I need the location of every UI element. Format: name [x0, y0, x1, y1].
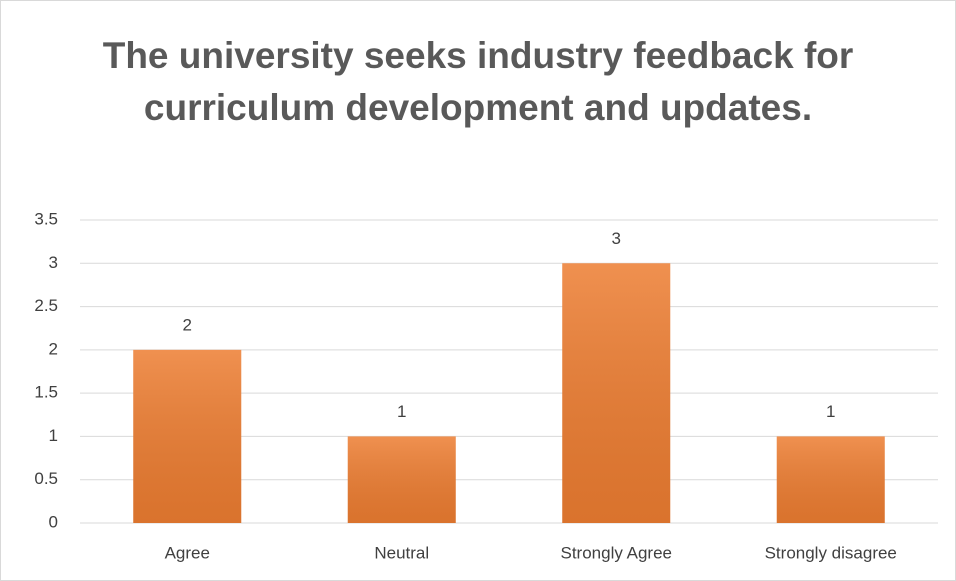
- y-tick-label: 0.5: [34, 469, 58, 488]
- bar-shade: [776, 436, 885, 523]
- bar-shade: [133, 349, 242, 523]
- data-label: 2: [183, 315, 192, 334]
- data-label: 1: [397, 402, 406, 421]
- x-tick-label: Neutral: [374, 543, 429, 562]
- y-tick-label: 3.5: [34, 209, 58, 228]
- data-label: 3: [612, 229, 621, 248]
- y-tick-label: 2: [49, 339, 58, 358]
- chart-title: The university seeks industry feedback f…: [102, 35, 854, 128]
- y-tick-label: 1: [49, 426, 58, 445]
- data-label: 1: [826, 402, 835, 421]
- y-tick-label: 3: [49, 253, 58, 272]
- y-tick-label: 2.5: [34, 296, 58, 315]
- bar-shade: [562, 263, 671, 523]
- x-tick-label: Agree: [165, 543, 210, 562]
- y-tick-label: 0: [49, 512, 58, 531]
- x-tick-label: Strongly Agree: [560, 543, 672, 562]
- y-tick-label: 1.5: [34, 383, 58, 402]
- x-tick-label: Strongly disagree: [765, 543, 897, 562]
- bar-shade: [347, 436, 456, 523]
